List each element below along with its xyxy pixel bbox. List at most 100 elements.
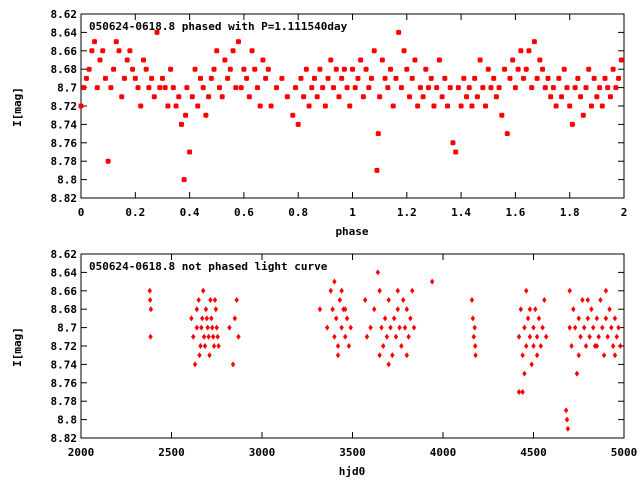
data-point bbox=[531, 343, 536, 349]
data-point bbox=[170, 85, 176, 91]
data-point bbox=[561, 66, 567, 72]
data-point bbox=[531, 39, 537, 45]
data-point bbox=[396, 29, 402, 35]
data-point bbox=[81, 85, 87, 91]
x-tick-label: 5000 bbox=[611, 446, 638, 459]
data-point bbox=[542, 297, 547, 303]
data-point bbox=[215, 333, 220, 340]
data-point bbox=[401, 48, 407, 54]
data-point bbox=[585, 315, 590, 322]
data-point bbox=[147, 287, 152, 294]
data-point bbox=[206, 333, 211, 340]
data-point bbox=[534, 333, 540, 340]
data-point bbox=[439, 94, 445, 100]
data-point bbox=[529, 361, 534, 368]
data-point bbox=[344, 85, 350, 91]
x-tick-label: 1.2 bbox=[397, 206, 417, 219]
data-point bbox=[597, 85, 603, 91]
data-point bbox=[499, 112, 505, 118]
data-point bbox=[108, 85, 114, 91]
data-point bbox=[381, 343, 386, 349]
data-point bbox=[417, 85, 423, 91]
data-point bbox=[358, 57, 364, 63]
data-point bbox=[567, 324, 572, 331]
data-point bbox=[89, 48, 95, 54]
data-point bbox=[564, 416, 570, 423]
data-point bbox=[202, 343, 208, 349]
data-point bbox=[583, 343, 589, 349]
data-point bbox=[346, 343, 352, 349]
data-point bbox=[204, 315, 209, 322]
data-point bbox=[504, 131, 510, 137]
data-point bbox=[512, 85, 518, 91]
data-point bbox=[216, 85, 222, 91]
data-point bbox=[332, 278, 337, 285]
data-point bbox=[162, 85, 168, 91]
data-point bbox=[614, 333, 619, 340]
data-point bbox=[534, 75, 540, 81]
data-point bbox=[347, 103, 353, 109]
data-point bbox=[483, 103, 489, 109]
data-point bbox=[556, 75, 562, 81]
data-point bbox=[176, 94, 182, 100]
top-y-axis-label: I[mag] bbox=[11, 87, 24, 127]
data-point bbox=[402, 324, 408, 331]
data-point bbox=[184, 85, 190, 91]
data-point bbox=[406, 333, 411, 340]
data-point bbox=[369, 75, 375, 81]
data-point bbox=[203, 306, 209, 313]
data-point bbox=[374, 167, 380, 173]
data-point bbox=[216, 343, 221, 349]
y-tick-label: 8.78 bbox=[51, 395, 78, 408]
data-point bbox=[159, 75, 165, 81]
data-point bbox=[447, 85, 453, 91]
data-point bbox=[567, 103, 573, 109]
data-point bbox=[583, 85, 589, 91]
data-point bbox=[249, 48, 255, 54]
data-point bbox=[214, 48, 220, 54]
data-point bbox=[412, 57, 418, 63]
data-point bbox=[538, 343, 543, 349]
y-tick-label: 8.66 bbox=[51, 45, 78, 58]
data-point bbox=[210, 333, 216, 340]
data-point bbox=[527, 333, 533, 340]
data-point bbox=[335, 352, 341, 359]
data-point bbox=[516, 333, 522, 340]
data-point bbox=[260, 57, 266, 63]
data-point bbox=[328, 57, 334, 63]
data-point bbox=[395, 287, 400, 294]
data-point bbox=[594, 343, 600, 349]
data-point bbox=[181, 177, 187, 183]
data-point bbox=[197, 75, 203, 81]
data-point bbox=[393, 333, 399, 340]
data-point bbox=[386, 297, 391, 303]
data-point bbox=[407, 94, 413, 100]
data-point bbox=[471, 333, 476, 340]
data-point bbox=[415, 103, 421, 109]
data-point bbox=[236, 333, 241, 340]
data-point bbox=[317, 306, 323, 313]
data-point bbox=[333, 66, 339, 72]
data-point bbox=[339, 324, 344, 331]
data-point bbox=[154, 29, 160, 35]
data-point bbox=[540, 66, 546, 72]
data-point bbox=[602, 75, 608, 81]
data-point bbox=[470, 315, 476, 322]
x-tick-label: 1.8 bbox=[560, 206, 580, 219]
data-point bbox=[533, 306, 538, 313]
data-point bbox=[578, 333, 583, 340]
data-point bbox=[507, 75, 513, 81]
data-point bbox=[83, 75, 89, 81]
data-point bbox=[200, 287, 206, 294]
data-point bbox=[368, 324, 373, 331]
data-point bbox=[379, 324, 384, 331]
data-point bbox=[105, 158, 111, 164]
data-point bbox=[518, 48, 524, 54]
data-point bbox=[436, 57, 442, 63]
y-tick-label: 8.82 bbox=[51, 192, 78, 205]
data-point bbox=[273, 85, 279, 91]
data-point bbox=[157, 85, 163, 91]
y-tick-label: 8.8 bbox=[57, 174, 77, 187]
y-tick-label: 8.74 bbox=[51, 358, 78, 371]
